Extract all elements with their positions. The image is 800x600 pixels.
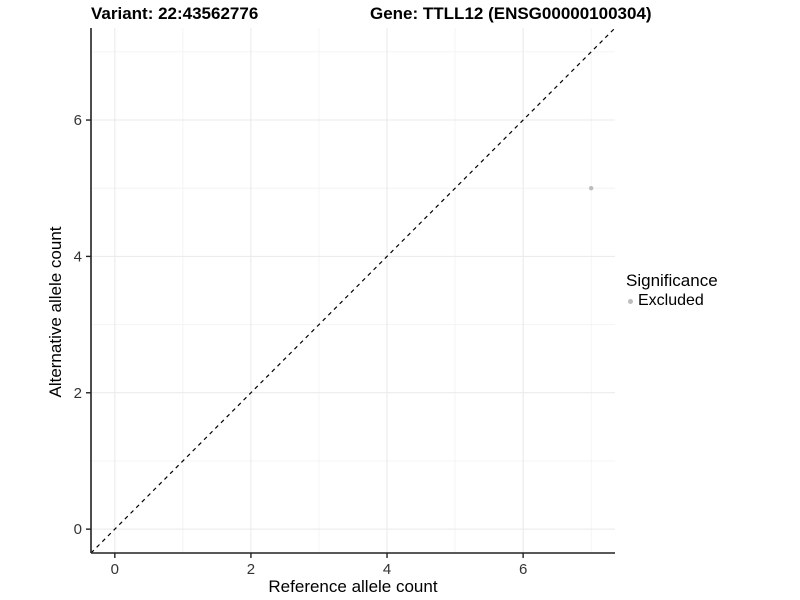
x-tick-label: 2 <box>247 561 255 578</box>
x-axis-title: Reference allele count <box>268 577 438 596</box>
x-tick-label: 0 <box>111 561 119 578</box>
y-tick-label: 6 <box>74 112 82 129</box>
y-axis-title: Alternative allele count <box>46 226 65 398</box>
legend-entry-excluded: Excluded <box>626 292 718 310</box>
legend-entry-label: Excluded <box>638 292 704 309</box>
plot-title-variant: Variant: 22:43562776 <box>91 4 259 23</box>
data-point <box>588 186 594 191</box>
legend-title: Significance <box>626 271 718 290</box>
legend: Significance Excluded <box>626 271 718 310</box>
plot-title-gene: Gene: TTLL12 (ENSG00000100304) <box>370 4 652 23</box>
point-swatch-icon <box>628 298 633 304</box>
x-tick-label: 6 <box>519 561 527 578</box>
y-tick-label: 2 <box>74 385 82 402</box>
identity-line <box>90 27 616 554</box>
y-tick-label: 4 <box>74 248 82 265</box>
x-tick-label: 4 <box>383 561 391 578</box>
y-tick-label: 0 <box>74 521 82 538</box>
